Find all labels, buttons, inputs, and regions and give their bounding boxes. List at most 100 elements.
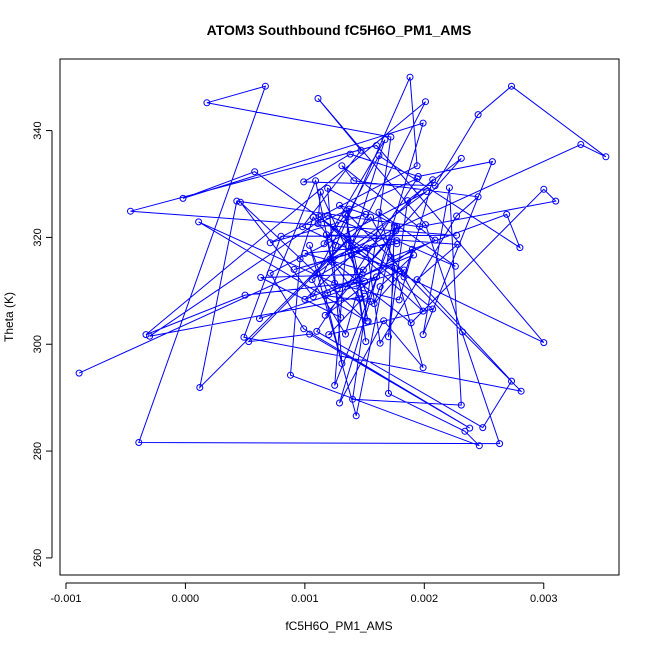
- data-point: [296, 255, 304, 263]
- data-point: [381, 136, 389, 144]
- data-point: [320, 240, 328, 248]
- data-point: [337, 314, 345, 321]
- data-point: [346, 150, 354, 158]
- data-point: [342, 330, 349, 338]
- data-point: [422, 221, 429, 229]
- data-point: [393, 222, 401, 230]
- data-point: [375, 152, 383, 160]
- data-point: [301, 249, 309, 257]
- data-point: [413, 276, 421, 284]
- data-point: [373, 273, 380, 281]
- data-point: [257, 274, 265, 281]
- data-point: [461, 427, 469, 435]
- data-point: [233, 197, 241, 205]
- data-point: [407, 319, 415, 327]
- y-tick-label: 260: [32, 549, 44, 567]
- data-point: [431, 236, 439, 244]
- data-point: [445, 184, 453, 192]
- data-point: [321, 311, 329, 319]
- data-point: [350, 177, 358, 185]
- data-point: [299, 223, 306, 231]
- data-point: [195, 218, 203, 226]
- y-tick-label: 300: [32, 335, 44, 353]
- data-point: [419, 331, 427, 339]
- x-tick-label: -0.001: [50, 593, 81, 605]
- data-point: [496, 440, 504, 448]
- data-point: [406, 73, 414, 81]
- data-point: [314, 95, 322, 102]
- data-point: [387, 133, 395, 141]
- data-point: [241, 291, 249, 299]
- data-point: [373, 142, 380, 149]
- data-point: [266, 239, 274, 247]
- data-point: [380, 317, 388, 325]
- data-point: [508, 377, 515, 385]
- data-point: [423, 188, 431, 195]
- data-point: [475, 442, 483, 450]
- x-tick-label: 0.001: [291, 593, 319, 605]
- data-point: [315, 213, 323, 221]
- data-point: [479, 424, 487, 432]
- data-point: [429, 305, 437, 313]
- data-point: [312, 177, 320, 185]
- data-point: [245, 338, 253, 346]
- data-point: [517, 387, 525, 395]
- data-point: [400, 266, 408, 274]
- data-point: [251, 168, 259, 176]
- data-point: [540, 339, 548, 347]
- data-point: [347, 243, 355, 250]
- data-point: [325, 331, 333, 339]
- data-point: [352, 412, 360, 420]
- data-point: [457, 401, 465, 409]
- data-point: [135, 439, 143, 446]
- x-tick-label: 0.000: [172, 593, 200, 605]
- data-point: [385, 333, 392, 341]
- data-point: [453, 212, 461, 220]
- series-layer: [75, 73, 610, 450]
- data-point: [367, 298, 375, 305]
- data-point: [364, 317, 372, 325]
- data-point: [301, 295, 309, 303]
- data-point: [457, 154, 465, 162]
- data-point: [390, 264, 398, 272]
- x-tick-label: 0.002: [411, 593, 439, 605]
- y-tick-label: 340: [32, 121, 44, 139]
- data-point: [516, 244, 524, 252]
- series-line: [78, 76, 607, 447]
- data-point: [338, 162, 346, 170]
- data-point: [324, 184, 332, 192]
- data-point: [413, 162, 421, 170]
- data-point: [359, 266, 367, 274]
- data-point: [370, 300, 378, 308]
- data-point: [404, 197, 412, 205]
- data-point: [419, 364, 427, 372]
- data-point: [361, 277, 369, 285]
- data-point: [358, 270, 366, 278]
- x-tick-label: 0.003: [530, 593, 558, 605]
- data-point: [454, 240, 462, 248]
- data-point: [602, 153, 610, 161]
- data-point: [277, 232, 285, 240]
- data-point: [345, 205, 353, 213]
- data-point: [336, 201, 343, 209]
- data-point: [392, 227, 400, 235]
- data-point: [347, 251, 355, 259]
- data-point: [300, 178, 308, 186]
- data-point: [261, 82, 269, 90]
- data-point: [308, 276, 316, 284]
- data-point: [453, 231, 461, 239]
- data-point: [290, 266, 298, 273]
- data-point: [429, 176, 437, 184]
- data-point: [309, 293, 317, 301]
- axes-layer: -0.001 0.000 0.001 0.002 0.003 260 280 300 320 34…: [32, 121, 558, 605]
- y-axis-label: Theta (K): [2, 292, 16, 342]
- data-point: [376, 283, 384, 291]
- data-point: [326, 255, 334, 263]
- data-point: [344, 235, 352, 243]
- data-point: [488, 158, 496, 166]
- data-point: [466, 424, 474, 432]
- data-point: [408, 245, 416, 253]
- data-point: [375, 208, 383, 216]
- data-point: [314, 220, 322, 227]
